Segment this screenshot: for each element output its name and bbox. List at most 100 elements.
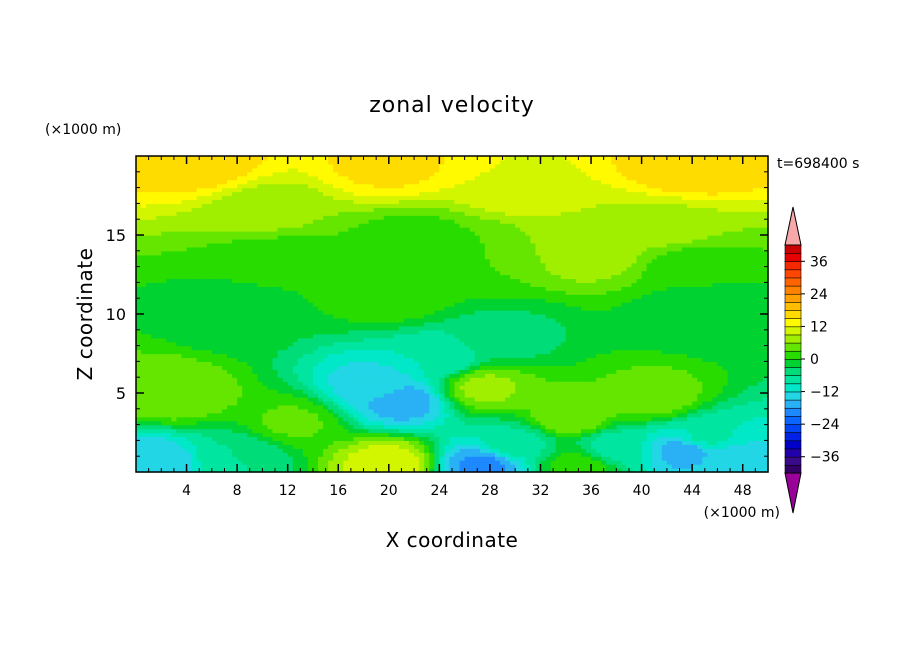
field-cell: [318, 404, 324, 410]
field-cell: [353, 393, 360, 398]
field-cell: [272, 444, 279, 449]
field-cell: [459, 373, 466, 378]
field-cell: [626, 321, 633, 327]
field-cell: [682, 412, 688, 418]
field-cell: [398, 420, 405, 426]
field-cell: [176, 365, 183, 370]
field-cell: [434, 389, 440, 394]
field-cell: [535, 317, 542, 323]
field-cell: [651, 416, 658, 422]
field-cell: [166, 377, 172, 382]
field-cell: [312, 428, 319, 434]
field-cell: [484, 452, 491, 457]
field-cell: [702, 353, 708, 359]
field-cell: [722, 460, 729, 465]
field-cell: [459, 361, 466, 366]
field-cell: [651, 424, 658, 430]
field-cell: [221, 416, 228, 422]
field-cell: [580, 369, 587, 374]
field-cell: [257, 337, 263, 343]
field-cell: [297, 381, 304, 386]
field-cell: [403, 432, 410, 438]
field-cell: [237, 369, 243, 374]
field-cell: [353, 460, 360, 465]
field-cell: [166, 436, 172, 441]
field-cell: [682, 321, 688, 327]
field-cell: [687, 432, 693, 438]
field-cell: [439, 440, 446, 445]
field-cell: [646, 420, 653, 426]
field-cell: [585, 408, 592, 414]
field-cell: [216, 337, 223, 343]
field-cell: [570, 329, 577, 335]
field-cell: [591, 317, 597, 323]
field-cell: [247, 357, 253, 362]
field-cell: [302, 396, 309, 402]
field-cell: [211, 420, 218, 426]
field-cell: [181, 396, 188, 402]
field-cell: [323, 314, 329, 319]
field-cell: [727, 333, 734, 339]
field-cell: [727, 345, 734, 351]
field-cell: [312, 400, 319, 406]
field-cell: [272, 412, 279, 418]
field-cell: [287, 345, 294, 351]
field-cell: [358, 444, 365, 449]
field-cell: [378, 408, 385, 414]
field-cell: [550, 436, 557, 441]
field-cell: [575, 337, 582, 343]
field-cell: [338, 357, 344, 362]
field-cell: [398, 428, 405, 434]
field-cell: [540, 424, 547, 430]
field-cell: [459, 365, 466, 370]
field-cell: [388, 361, 395, 366]
field-cell: [687, 424, 693, 430]
field-cell: [287, 432, 294, 438]
field-cell: [287, 400, 294, 406]
field-cell: [297, 400, 304, 406]
field-cell: [252, 361, 258, 366]
field-cell: [348, 420, 355, 426]
field-cell: [312, 412, 319, 418]
field-cell: [302, 377, 309, 382]
field-cell: [737, 381, 744, 386]
field-cell: [474, 325, 481, 331]
field-cell: [712, 365, 719, 370]
field-cell: [555, 369, 562, 374]
field-cell: [671, 321, 678, 327]
field-cell: [500, 460, 506, 465]
field-cell: [333, 396, 339, 402]
field-cell: [500, 373, 506, 378]
field-cell: [545, 393, 552, 398]
field-cell: [636, 393, 643, 398]
field-cell: [601, 373, 607, 378]
field-cell: [479, 349, 486, 355]
field-cell: [636, 333, 643, 339]
field-cell: [211, 436, 218, 441]
field-cell: [282, 440, 289, 445]
field-cell: [591, 436, 597, 441]
field-cell: [616, 369, 622, 374]
field-cell: [363, 468, 370, 473]
field-cell: [419, 314, 425, 319]
field-cell: [646, 329, 653, 335]
field-cell: [338, 432, 344, 438]
field-cell: [641, 400, 648, 406]
field-cell: [348, 361, 355, 366]
field-cell: [676, 353, 683, 359]
field-cell: [525, 393, 531, 398]
field-cell: [318, 389, 324, 394]
field-cell: [434, 341, 440, 347]
field-cell: [323, 353, 329, 359]
field-cell: [383, 420, 390, 426]
field-cell: [687, 456, 693, 461]
field-cell: [368, 436, 375, 441]
field-cell: [737, 325, 744, 331]
field-cell: [707, 329, 713, 335]
field-cell: [368, 412, 375, 418]
field-cell: [727, 396, 734, 402]
field-cell: [227, 468, 233, 473]
field-cell: [414, 412, 420, 418]
field-cell: [474, 440, 481, 445]
field-cell: [348, 464, 355, 469]
